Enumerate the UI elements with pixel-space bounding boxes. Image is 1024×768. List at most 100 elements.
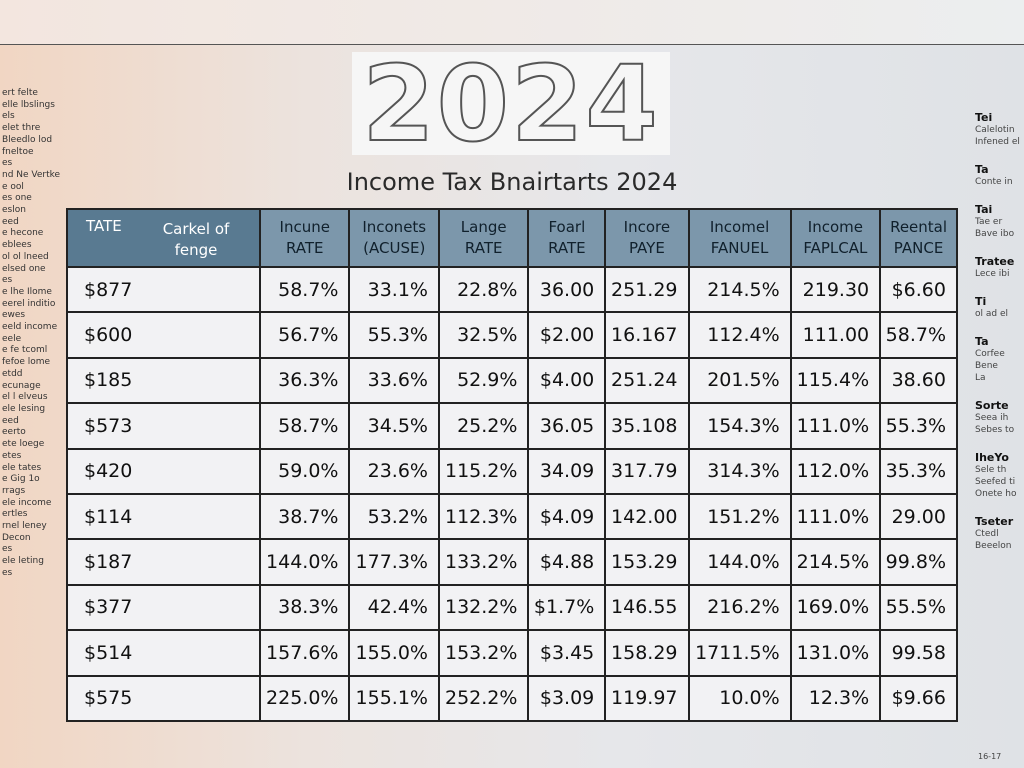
table-cell: 35.3% — [879, 447, 958, 495]
right-note: Sele th — [975, 465, 1007, 475]
left-note: eslon — [2, 205, 26, 216]
table-cell: 144.0% — [258, 538, 351, 586]
left-note: eerto — [2, 427, 26, 438]
table-cell: 35.108 — [604, 402, 690, 450]
table-cell: 111.0% — [789, 492, 882, 541]
table-cell: 36.3% — [258, 356, 351, 405]
table-cell: 1711.5% — [687, 629, 792, 677]
left-note: eblees — [2, 240, 32, 251]
left-note: ele leting — [2, 556, 44, 567]
right-note: Ti — [975, 295, 987, 308]
table-cell: $6.60 — [879, 265, 958, 314]
year: 2024 — [361, 42, 660, 165]
table-cell: 52.9% — [437, 356, 530, 405]
table-cell: 214.5% — [789, 538, 882, 586]
header-line: Incune — [279, 218, 330, 236]
left-note: e fe tcoml — [2, 345, 48, 356]
table-cell: 169.0% — [789, 583, 882, 632]
table-row: $514 157.6% 155.0% 153.2% $3.45 158.29 1711.5%… — [66, 629, 958, 677]
table-cell: 55.3% — [879, 402, 958, 450]
table-cell: 55.5% — [879, 583, 958, 632]
right-note: Onete ho — [975, 489, 1017, 499]
left-note: elet thre — [2, 123, 41, 134]
table-cell: 23.6% — [348, 447, 440, 495]
table-cell: 201.5% — [687, 356, 792, 405]
right-note: Sebes to — [975, 425, 1015, 435]
table-cell: $377 — [66, 583, 261, 632]
left-note: els — [2, 111, 15, 122]
table-cell: 133.2% — [437, 538, 530, 586]
table-row: $185 36.3% 33.6% 52.9% $4.00 251.24 201.5% 115.… — [66, 356, 958, 405]
table-cell: $573 — [66, 402, 261, 450]
table-cell: 142.00 — [604, 492, 690, 541]
right-note: Conte in — [975, 177, 1013, 187]
table-row: $600 56.7% 55.3% 32.5% $2.00 16.167 112.4% 111.… — [66, 311, 958, 359]
header-line: Lange — [460, 218, 507, 236]
right-note: Ctedl — [975, 529, 999, 539]
right-note: Corfee — [975, 349, 1005, 359]
column-header: Lange RATE — [437, 208, 530, 268]
column-header: Incomel FANUEL — [687, 208, 792, 268]
left-note: Bleedlo lod — [2, 134, 53, 145]
table-cell: 36.00 — [527, 265, 607, 314]
column-header: TATE Carkel of fenge — [66, 208, 261, 268]
table-cell: 38.3% — [258, 583, 351, 632]
table-cell: 34.09 — [527, 447, 607, 495]
right-note: ol ad el — [975, 309, 1008, 319]
table-cell: 111.00 — [789, 311, 882, 359]
table-cell: 214.5% — [687, 265, 792, 314]
left-note: e lhe Ilome — [2, 286, 52, 297]
column-header: Foarl RATE — [527, 208, 607, 268]
table-cell: 16.167 — [604, 311, 690, 359]
right-note: Tai — [975, 203, 993, 216]
header-line: Income — [807, 218, 863, 236]
right-note: Tei — [975, 111, 993, 124]
right-note: Calelotin — [975, 125, 1015, 135]
header-line: RATE — [285, 239, 324, 257]
left-note: ert felte — [2, 88, 38, 98]
left-note: ol ol lneed — [2, 251, 49, 262]
table-cell: $600 — [66, 311, 261, 359]
header-line: Reental — [890, 218, 948, 236]
table-cell: 34.5% — [348, 402, 440, 450]
column-header: Incune RATE — [258, 208, 351, 268]
table-cell: 153.29 — [604, 538, 690, 586]
left-note: etes — [2, 450, 22, 461]
left-note: ele tates — [2, 462, 42, 473]
table-cell: 99.58 — [879, 629, 958, 677]
right-note: Seea ih — [975, 413, 1009, 423]
table-cell: 55.3% — [348, 311, 440, 359]
table-row: $187 144.0% 177.3% 133.2% $4.88 153.29 144.0% 2… — [66, 538, 958, 586]
table-cell: $4.09 — [527, 492, 607, 541]
table-cell: $187 — [66, 538, 261, 586]
left-note: es one — [2, 193, 32, 204]
right-note: Bave ibo — [975, 229, 1015, 239]
column-header: Incore PAYE — [604, 208, 690, 268]
left-note: eed — [2, 415, 19, 426]
table-row: $114 38.7% 53.2% 112.3% $4.09 142.00 151.2% 111… — [66, 492, 958, 541]
left-note: rrags — [2, 485, 26, 496]
table-cell: 131.0% — [789, 629, 882, 677]
table-cell: $9.66 — [879, 674, 958, 723]
table-cell: 155.0% — [348, 629, 440, 677]
left-note: es — [2, 275, 13, 286]
header-line: PANCE — [893, 239, 944, 257]
header-line: Inconets — [362, 218, 427, 236]
table-cell: 53.2% — [348, 492, 440, 541]
header-line: RATE — [464, 239, 503, 257]
table-cell: $2.00 — [527, 311, 607, 359]
table-cell: 10.0% — [687, 674, 792, 723]
left-note: ewes — [2, 310, 26, 321]
table-cell: 225.0% — [258, 674, 351, 723]
table-cell: 58.7% — [258, 402, 351, 450]
table-cell: 42.4% — [348, 583, 440, 632]
tax-table: TATE Carkel of fenge Incune RATE Inconets (AC… — [66, 208, 958, 723]
header-line: FANUEL — [710, 239, 769, 257]
left-note: etdd — [2, 368, 23, 379]
table-cell: 157.6% — [258, 629, 351, 677]
right-note: IheYo — [975, 451, 1009, 464]
page-number: 16-17 — [978, 752, 1002, 761]
right-note: Tae er — [975, 217, 1003, 227]
right-note: La — [975, 373, 986, 383]
right-note: Infened el — [975, 137, 1020, 147]
